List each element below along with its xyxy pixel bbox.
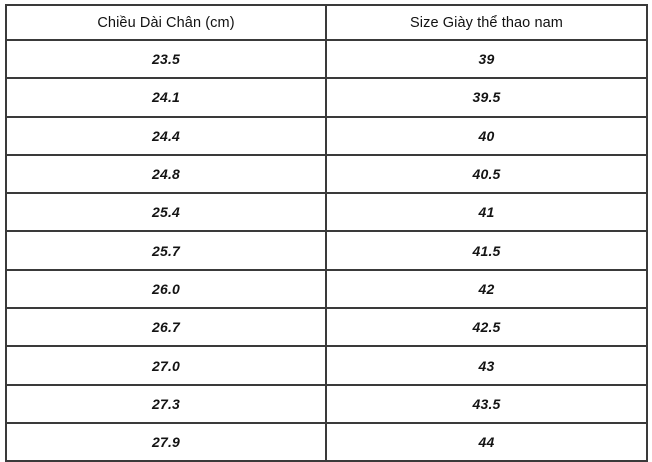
- cell-foot-length: 24.8: [5, 153, 327, 195]
- table-row: 25.4 41: [5, 192, 648, 233]
- cell-foot-length: 27.3: [5, 383, 327, 424]
- cell-foot-length: 26.7: [5, 307, 327, 348]
- cell-foot-length: 27.9: [5, 421, 327, 462]
- column-header-foot-length: Chiều Dài Chân (cm): [5, 4, 327, 41]
- cell-foot-length: 25.7: [5, 230, 327, 271]
- table-row: 27.0 43: [5, 345, 648, 386]
- table-row: 25.7 41.5: [5, 230, 648, 271]
- cell-shoe-size: 44: [325, 421, 648, 462]
- column-header-shoe-size: Size Giày thể thao nam: [325, 4, 648, 41]
- table-row: 24.1 39.5: [5, 77, 648, 118]
- cell-shoe-size: 43: [325, 345, 648, 386]
- table-header: Chiều Dài Chân (cm) Size Giày thể thao n…: [5, 4, 648, 41]
- cell-foot-length: 23.5: [5, 38, 327, 80]
- table-row: 27.9 44: [5, 421, 648, 462]
- table-row: 27.3 43.5: [5, 383, 648, 424]
- cell-shoe-size: 42: [325, 268, 648, 310]
- cell-shoe-size: 43.5: [325, 383, 648, 424]
- table-row: 26.7 42.5: [5, 307, 648, 348]
- size-chart-container: Chiều Dài Chân (cm) Size Giày thể thao n…: [5, 4, 648, 462]
- cell-shoe-size: 42.5: [325, 307, 648, 348]
- cell-shoe-size: 40.5: [325, 153, 648, 195]
- cell-shoe-size: 39: [325, 38, 648, 80]
- cell-shoe-size: 41.5: [325, 230, 648, 271]
- table-body: 23.5 39 24.1 39.5 24.4 40 24.8 40.5 25.4 41 25.7 41…: [5, 38, 648, 462]
- table-row: 23.5 39: [5, 38, 648, 80]
- cell-foot-length: 25.4: [5, 192, 327, 233]
- cell-foot-length: 26.0: [5, 268, 327, 310]
- table-row: 26.0 42: [5, 268, 648, 310]
- cell-shoe-size: 41: [325, 192, 648, 233]
- table-header-row: Chiều Dài Chân (cm) Size Giày thể thao n…: [5, 4, 648, 41]
- table-row: 24.4 40: [5, 115, 648, 156]
- cell-shoe-size: 39.5: [325, 77, 648, 118]
- cell-foot-length: 24.1: [5, 77, 327, 118]
- cell-shoe-size: 40: [325, 115, 648, 156]
- cell-foot-length: 24.4: [5, 115, 327, 156]
- table-row: 24.8 40.5: [5, 153, 648, 195]
- shoe-size-conversion-table: Chiều Dài Chân (cm) Size Giày thể thao n…: [5, 4, 648, 462]
- cell-foot-length: 27.0: [5, 345, 327, 386]
